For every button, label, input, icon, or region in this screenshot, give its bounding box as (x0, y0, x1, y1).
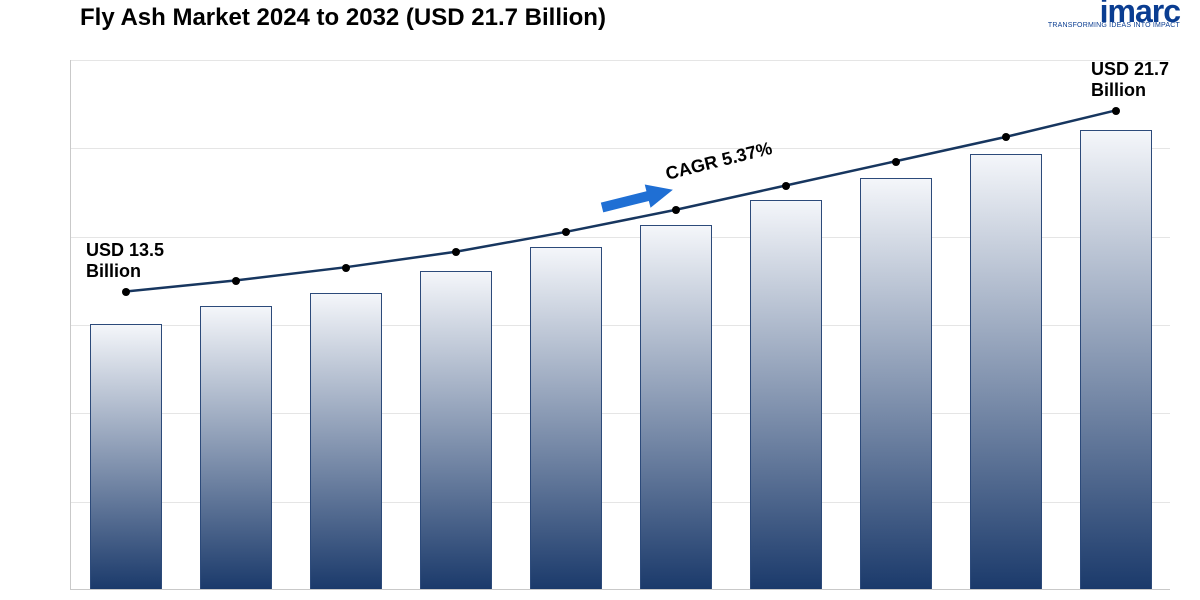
line-marker (1002, 133, 1010, 141)
line-marker (1112, 107, 1120, 115)
line-marker (232, 277, 240, 285)
chart-title: Fly Ash Market 2024 to 2032 (USD 21.7 Bi… (80, 4, 606, 32)
line-marker (342, 264, 350, 272)
line-marker (562, 228, 570, 236)
line-marker (452, 248, 460, 256)
line-marker (892, 158, 900, 166)
end-value-line2: Billion (1091, 80, 1146, 100)
line-marker (782, 182, 790, 190)
line-marker (672, 206, 680, 214)
line-marker (122, 288, 130, 296)
start-value-label: USD 13.5Billion (86, 240, 164, 283)
end-value-line1: USD 21.7 (1091, 59, 1169, 79)
start-value-line2: Billion (86, 261, 141, 281)
logo-text: imarc (1048, 0, 1180, 22)
start-value-line1: USD 13.5 (86, 240, 164, 260)
brand-logo: imarc TRANSFORMING IDEAS INTO IMPACT (1048, 0, 1180, 29)
logo-tagline: TRANSFORMING IDEAS INTO IMPACT (1048, 22, 1180, 29)
chart-plot-area: USD 13.5BillionUSD 21.7BillionCAGR 5.37% (70, 60, 1170, 590)
end-value-label: USD 21.7Billion (1091, 59, 1169, 102)
